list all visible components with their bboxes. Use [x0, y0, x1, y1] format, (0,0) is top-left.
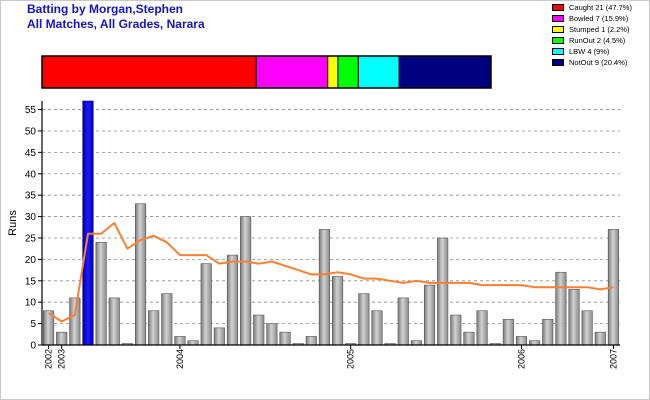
x-tick-label-2002: 2002: [44, 349, 54, 369]
x-tick-label-2007: 2007: [608, 349, 618, 369]
bar-1: [56, 331, 68, 346]
bar-2: [69, 297, 81, 346]
y-tick-label-10: 10: [25, 298, 37, 309]
legend-item-bowled: Bowled 7 (15.9%): [548, 14, 648, 25]
legend-swatch-caught: [552, 4, 564, 11]
y-tick-label-20: 20: [25, 255, 37, 266]
bar-18: [279, 331, 291, 346]
legend-label-lbw: LBW 4 (9%): [569, 47, 610, 56]
y-axis-label: Runs: [7, 210, 19, 236]
bar-9: [161, 293, 173, 346]
x-tick-label-2003: 2003: [57, 349, 67, 369]
legend-swatch-notout: [552, 59, 564, 66]
bar-31: [450, 314, 462, 346]
bar-29: [423, 284, 436, 346]
bar-11: [187, 340, 199, 346]
bar-36: [515, 336, 528, 346]
legend-item-lbw: LBW 4 (9%): [548, 47, 648, 58]
x-tick-label-2005: 2005: [346, 349, 356, 369]
bar-37: [529, 340, 541, 346]
legend: Caught 21 (47.7%) Bowled 7 (15.9%) Stump…: [548, 3, 648, 69]
dismissal-segment-2: [327, 55, 339, 89]
dismissal-segment-5: [398, 55, 492, 89]
y-tick-label-15: 15: [25, 276, 37, 287]
legend-item-stumped: Stumped 1 (2.2%): [548, 25, 648, 36]
dismissal-strip-border: [41, 55, 492, 89]
y-tick-label-25: 25: [25, 233, 37, 244]
dismissal-segment-1: [255, 55, 329, 89]
bar-3: [82, 100, 94, 346]
bar-35: [502, 319, 514, 346]
y-tick-label-40: 40: [25, 169, 37, 180]
y-tick-label-45: 45: [25, 148, 37, 159]
x-tick-label-2004: 2004: [175, 349, 185, 369]
bar-42: [594, 331, 606, 346]
legend-swatch-lbw: [552, 48, 564, 55]
bar-14: [226, 254, 239, 346]
bar-41: [581, 310, 593, 346]
legend-label-caught: Caught 21 (47.7%): [569, 3, 632, 12]
y-tick-label-35: 35: [25, 191, 37, 202]
bar-38: [542, 319, 554, 346]
dismissal-segment-4: [357, 55, 400, 89]
legend-item-runout: RunOut 2 (4.5%): [548, 36, 648, 47]
bar-7: [134, 203, 147, 346]
bar-5: [108, 297, 120, 346]
bar-40: [568, 289, 580, 346]
bar-15: [240, 216, 252, 346]
chart-subtitle: All Matches, All Grades, Narara: [27, 17, 205, 31]
legend-label-notout: NotOut 9 (20.4%): [569, 58, 628, 67]
y-tick-label-5: 5: [30, 319, 36, 330]
legend-item-notout: NotOut 9 (20.4%): [548, 58, 648, 69]
bar-4: [95, 241, 107, 346]
bar-25: [371, 310, 383, 346]
legend-swatch-bowled: [552, 15, 564, 22]
y-tick-label-0: 0: [30, 341, 36, 352]
dismissal-segment-0: [41, 55, 257, 89]
bar-27: [397, 297, 409, 346]
legend-label-runout: RunOut 2 (4.5%): [569, 36, 626, 45]
bar-12: [200, 263, 212, 346]
y-tick-label-50: 50: [25, 126, 37, 137]
y-tick-label-55: 55: [25, 105, 37, 116]
x-tick-label-2006: 2006: [516, 349, 526, 369]
bar-39: [555, 271, 567, 346]
bar-13: [213, 327, 225, 346]
legend-swatch-runout: [552, 37, 564, 44]
dismissal-segment-3: [337, 55, 359, 89]
bar-30: [437, 237, 449, 346]
bar-20: [305, 336, 317, 346]
bar-22: [332, 276, 344, 346]
legend-label-bowled: Bowled 7 (15.9%): [569, 14, 629, 23]
bar-24: [358, 293, 370, 346]
bar-16: [253, 314, 265, 346]
bar-21: [318, 229, 330, 346]
bar-33: [476, 310, 488, 346]
bar-8: [148, 310, 160, 346]
bar-10: [174, 336, 186, 346]
bar-17: [266, 323, 278, 346]
y-tick-label-30: 30: [25, 212, 37, 223]
average-line: [48, 222, 614, 323]
legend-item-caught: Caught 21 (47.7%): [548, 3, 648, 14]
legend-label-stumped: Stumped 1 (2.2%): [569, 25, 630, 34]
bar-32: [463, 331, 475, 346]
legend-swatch-stumped: [552, 26, 564, 33]
chart-title: Batting by Morgan,Stephen: [27, 2, 183, 16]
bar-28: [410, 340, 422, 346]
